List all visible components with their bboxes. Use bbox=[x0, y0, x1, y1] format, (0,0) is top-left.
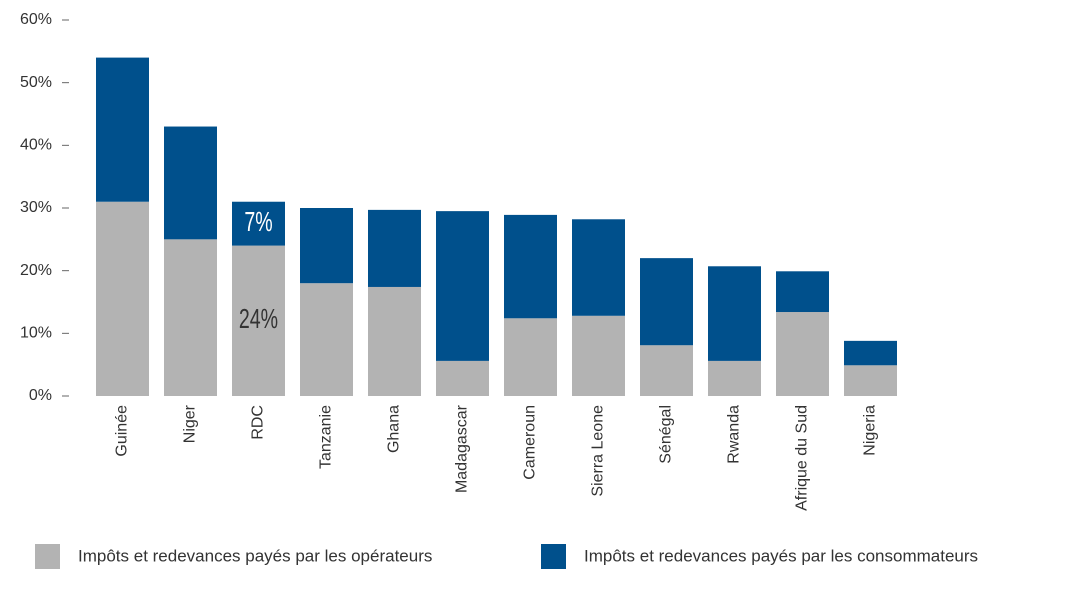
bar-segment bbox=[572, 315, 625, 396]
y-tick-label: 50% bbox=[20, 74, 52, 91]
legend-swatch bbox=[541, 544, 566, 569]
data-label: 24% bbox=[239, 304, 278, 335]
legend-swatch bbox=[35, 544, 60, 569]
bar-segment bbox=[436, 211, 489, 361]
bar-segment bbox=[232, 201, 285, 246]
y-tick-label: 40% bbox=[20, 137, 52, 154]
x-tick-label: Niger bbox=[182, 404, 199, 443]
bar-segment bbox=[300, 283, 353, 396]
bar-segment bbox=[96, 201, 149, 396]
y-tick-label: 60% bbox=[20, 11, 52, 28]
x-tick-label: Afrique du Sud bbox=[794, 405, 811, 511]
y-tick-label: 30% bbox=[20, 199, 52, 216]
y-tick-label: 0% bbox=[29, 387, 52, 404]
bar-segment bbox=[164, 239, 217, 396]
bar-segment bbox=[504, 214, 557, 319]
bar-segment bbox=[572, 219, 625, 316]
data-label: 7% bbox=[244, 207, 272, 238]
y-tick-label: 20% bbox=[20, 262, 52, 279]
bar-segment bbox=[164, 126, 217, 240]
bar-segment bbox=[368, 209, 421, 287]
bar-segment bbox=[708, 266, 761, 361]
x-tick-label: Tanzanie bbox=[318, 405, 335, 469]
x-tick-label: Guinée bbox=[114, 405, 131, 457]
bar-segment bbox=[640, 345, 693, 396]
x-tick-label: Ghana bbox=[386, 405, 403, 453]
bar-segment bbox=[640, 258, 693, 346]
bar-segment bbox=[96, 57, 149, 202]
x-tick-label: Sénégal bbox=[658, 405, 675, 464]
bar-segment bbox=[844, 365, 897, 396]
bar-segment bbox=[368, 286, 421, 396]
bar-segment bbox=[776, 312, 829, 396]
legend-label: Impôts et redevances payés par les opéra… bbox=[78, 546, 432, 565]
x-tick-label: Cameroun bbox=[522, 405, 539, 480]
x-tick-label: Sierra Leone bbox=[590, 405, 607, 497]
legend-label: Impôts et redevances payés par les conso… bbox=[584, 546, 978, 565]
x-tick-label: Madagascar bbox=[454, 404, 471, 493]
x-tick-label: Nigeria bbox=[862, 405, 879, 456]
bar-segment bbox=[504, 318, 557, 396]
x-tick-label: Rwanda bbox=[726, 405, 743, 464]
bar-segment bbox=[436, 360, 489, 396]
bar-segment bbox=[844, 340, 897, 366]
bar-segment bbox=[232, 245, 285, 396]
bar-segment bbox=[300, 208, 353, 284]
y-tick-label: 10% bbox=[20, 325, 52, 342]
bar-segment bbox=[708, 360, 761, 396]
x-tick-label: RDC bbox=[250, 405, 267, 440]
bar-segment bbox=[776, 271, 829, 313]
